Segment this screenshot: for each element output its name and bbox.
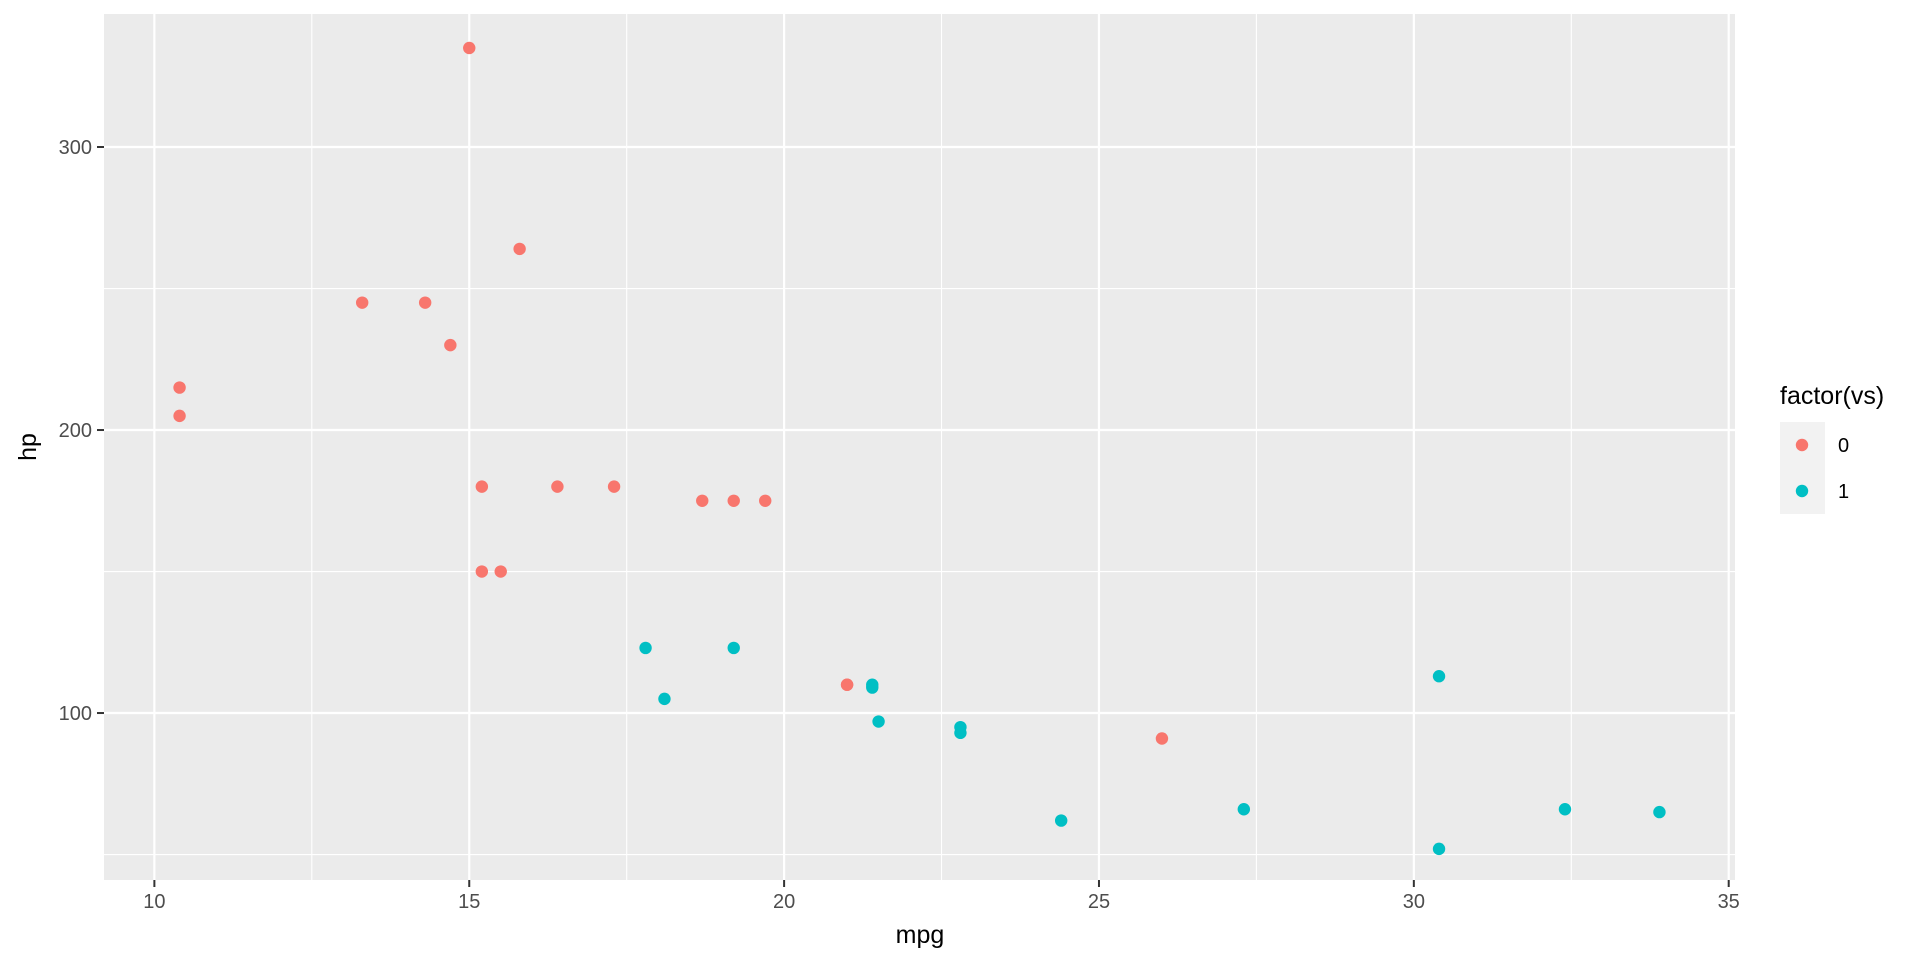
data-point-vs1 xyxy=(658,692,671,706)
data-point-vs1 xyxy=(1432,670,1446,683)
x-tick-label: 25 xyxy=(1088,891,1110,913)
legend-title: factor(vs) xyxy=(1780,382,1884,410)
data-point-vs0 xyxy=(551,480,564,493)
data-point-vs0 xyxy=(475,565,489,578)
data-point-vs1 xyxy=(1054,814,1068,827)
data-point-vs0 xyxy=(475,480,489,493)
legend-label: 1 xyxy=(1838,481,1849,503)
x-tick-label: 10 xyxy=(143,891,165,913)
data-point-vs0 xyxy=(418,296,432,309)
legend-key-background xyxy=(1780,422,1825,514)
x-tick-label: 35 xyxy=(1718,891,1740,913)
data-point-vs0 xyxy=(840,678,854,691)
y-axis: 100 200 300 xyxy=(59,137,104,725)
data-point-vs0 xyxy=(727,494,740,507)
y-axis-title: hp xyxy=(14,433,42,461)
data-points xyxy=(173,41,1666,856)
plot-panel xyxy=(104,14,1735,880)
data-point-vs1 xyxy=(1237,803,1251,816)
data-point-vs0 xyxy=(494,565,507,578)
data-point-vs0 xyxy=(463,41,476,55)
data-point-vs1 xyxy=(1558,803,1572,816)
x-axis: 10 15 20 25 30 35 xyxy=(143,880,1740,913)
legend: factor(vs) 01 xyxy=(1780,382,1884,514)
x-axis-title: mpg xyxy=(896,921,945,949)
data-point-vs0 xyxy=(444,338,457,352)
grid-major xyxy=(104,14,1735,880)
x-tick-label: 30 xyxy=(1403,891,1425,913)
data-point-vs1 xyxy=(727,641,740,655)
data-point-vs0 xyxy=(355,296,369,309)
legend-items: 01 xyxy=(1795,435,1849,503)
data-point-vs0 xyxy=(696,494,709,507)
x-tick-label: 20 xyxy=(773,891,795,913)
data-point-vs1 xyxy=(639,641,652,655)
data-point-vs1 xyxy=(954,720,967,734)
data-point-vs0 xyxy=(173,381,186,394)
data-point-vs0 xyxy=(1155,732,1169,745)
y-tick-label: 100 xyxy=(59,703,92,725)
data-point-vs1 xyxy=(1653,805,1666,819)
y-tick-label: 200 xyxy=(59,420,92,442)
data-point-vs1 xyxy=(866,681,879,694)
legend-key-0 xyxy=(1795,438,1809,452)
data-point-vs0 xyxy=(173,409,186,423)
data-point-vs1 xyxy=(1432,842,1446,856)
data-point-vs0 xyxy=(513,242,526,256)
legend-key-1 xyxy=(1795,484,1809,498)
y-tick-label: 300 xyxy=(59,137,92,159)
data-point-vs1 xyxy=(872,715,885,728)
legend-label: 0 xyxy=(1838,435,1849,457)
x-tick-label: 15 xyxy=(458,891,480,913)
data-point-vs0 xyxy=(607,480,621,493)
data-point-vs0 xyxy=(759,494,772,507)
grid-minor xyxy=(104,14,1735,880)
